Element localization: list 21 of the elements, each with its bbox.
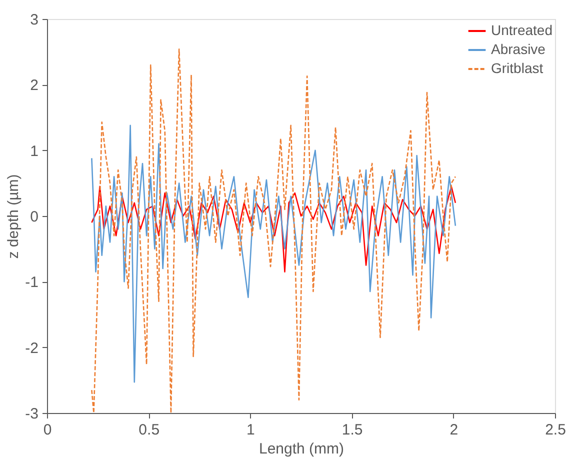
y-tick-label: -2: [25, 340, 38, 357]
legend-label: Untreated: [491, 22, 552, 38]
x-tick-label: 2: [450, 422, 458, 438]
x-tick-label: 0.5: [138, 422, 160, 438]
y-tick-label: -3: [25, 406, 38, 422]
y-axis-title: z depth (µm): [5, 174, 22, 259]
line-series: [91, 124, 456, 383]
legend-label: Abrasive: [491, 41, 546, 57]
y-tick-label: 1: [30, 142, 38, 160]
y-tick-label: 0: [30, 208, 38, 226]
x-tick-label: 0: [43, 422, 52, 438]
line-series: [91, 186, 456, 272]
line-series: [91, 48, 456, 414]
legend-label: Gritblast: [491, 60, 544, 76]
x-tick-label: 1.5: [342, 422, 363, 438]
x-axis-title: Length (mm): [258, 440, 344, 458]
y-tick-label: -1: [25, 274, 38, 292]
x-tick-label: 2.5: [545, 422, 566, 438]
y-tick-label: 3: [30, 12, 38, 28]
x-tick-label: 1: [246, 422, 255, 438]
y-tick-label: 2: [30, 77, 38, 94]
